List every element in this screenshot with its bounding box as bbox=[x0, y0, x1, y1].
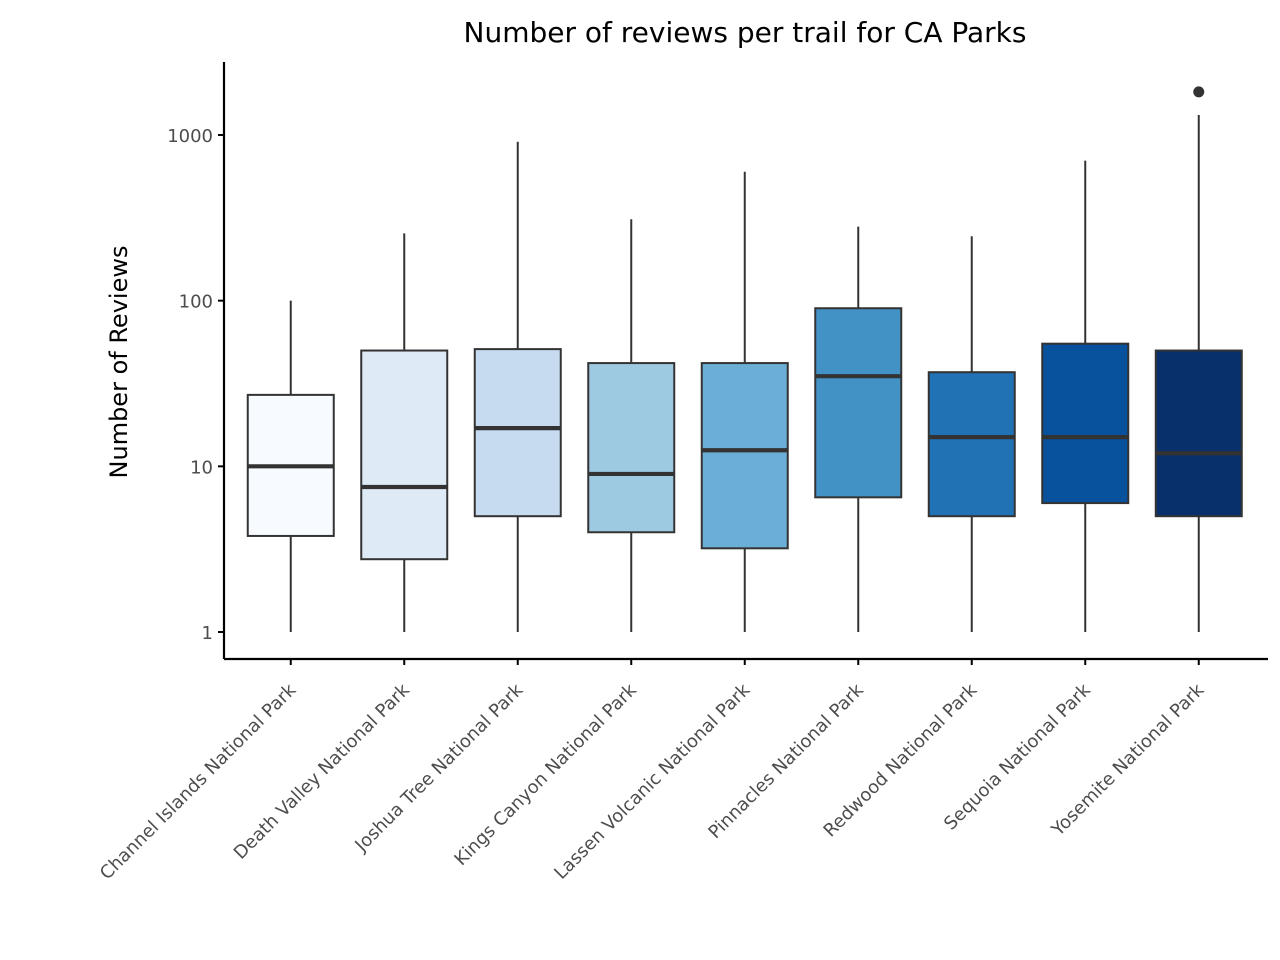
y-tick-label: 100 bbox=[179, 292, 213, 313]
plot-area bbox=[246, 86, 1243, 632]
box-3 bbox=[473, 141, 562, 632]
box-5 bbox=[700, 171, 789, 632]
box-body bbox=[700, 362, 789, 550]
y-tick-label: 1000 bbox=[167, 126, 213, 147]
box-6 bbox=[814, 226, 903, 632]
x-tick-label: Kings Canyon National Park bbox=[450, 679, 641, 870]
y-tick-label: 1 bbox=[202, 623, 213, 644]
box-8 bbox=[1041, 160, 1130, 632]
box-body bbox=[1154, 349, 1243, 518]
box-1 bbox=[246, 300, 335, 632]
box-4 bbox=[587, 219, 676, 632]
box-body bbox=[473, 348, 562, 518]
box-body bbox=[927, 371, 1016, 518]
chart-title: Number of reviews per trail for CA Parks bbox=[464, 16, 1027, 49]
x-tick-label: Lassen Volcanic National Park bbox=[550, 679, 754, 883]
box-7 bbox=[927, 236, 1016, 632]
y-tick-label: 10 bbox=[190, 457, 213, 478]
box-body bbox=[1041, 342, 1130, 505]
box-body bbox=[360, 349, 449, 561]
outlier-point bbox=[1193, 86, 1205, 98]
box-body bbox=[814, 307, 903, 499]
x-tick-label: Channel Islands National Park bbox=[96, 679, 301, 884]
box-body bbox=[587, 362, 676, 534]
y-axis-label: Number of Reviews bbox=[105, 246, 133, 479]
box-9 bbox=[1154, 86, 1243, 632]
box-2 bbox=[360, 233, 449, 632]
y-axis: 1 10 100 1000 bbox=[167, 62, 226, 659]
